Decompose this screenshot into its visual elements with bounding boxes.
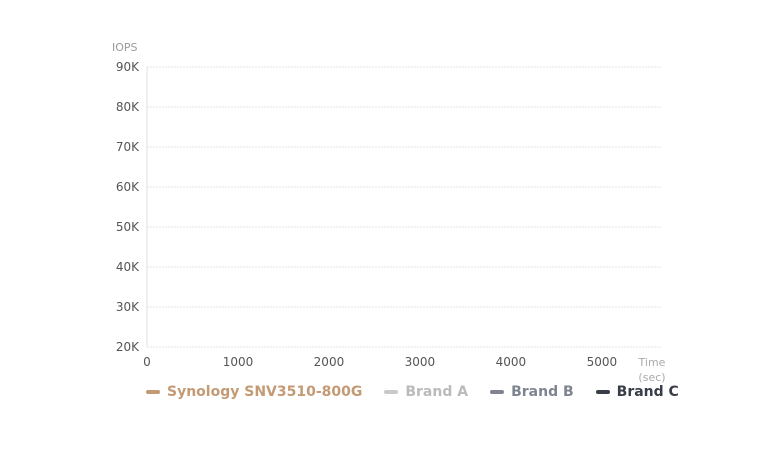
y-tick-label: 50K xyxy=(116,220,140,234)
x-tick-label: 5000 xyxy=(587,355,618,369)
legend-item-brand-b[interactable]: Brand B xyxy=(490,384,574,400)
y-tick-label: 90K xyxy=(116,60,140,74)
x-tick-label: 3000 xyxy=(405,355,436,369)
legend-swatch xyxy=(384,390,399,394)
legend-item-synology[interactable]: Synology SNV3510-800G xyxy=(146,384,362,400)
legend-label: Synology SNV3510-800G xyxy=(167,384,363,400)
x-axis-label-line1: Time xyxy=(638,356,666,369)
y-tick-label: 20K xyxy=(116,340,140,354)
y-tick-label: 40K xyxy=(116,260,140,274)
y-axis-label: IOPS xyxy=(112,41,138,54)
legend-swatch xyxy=(490,390,505,394)
legend-item-brand-c[interactable]: Brand C xyxy=(595,384,679,400)
legend-swatch xyxy=(146,390,160,394)
legend: Synology SNV3510-800G Brand A Brand B Br… xyxy=(146,384,701,400)
legend-label: Brand A xyxy=(405,384,469,400)
y-tick-label: 80K xyxy=(116,100,140,114)
x-tick-label: 2000 xyxy=(314,355,345,369)
legend-label: Brand C xyxy=(616,384,679,400)
y-tick-label: 70K xyxy=(116,140,140,154)
legend-item-brand-a[interactable]: Brand A xyxy=(384,384,468,400)
x-tick-label: 4000 xyxy=(496,355,527,369)
y-tick-label: 60K xyxy=(116,180,140,194)
x-axis-label-line2: (sec) xyxy=(638,371,665,384)
y-tick-label: 30K xyxy=(116,300,140,314)
legend-label: Brand B xyxy=(511,384,574,400)
x-tick-label: 1000 xyxy=(223,355,254,369)
x-tick-label: 0 xyxy=(143,355,151,369)
legend-swatch xyxy=(595,390,610,394)
